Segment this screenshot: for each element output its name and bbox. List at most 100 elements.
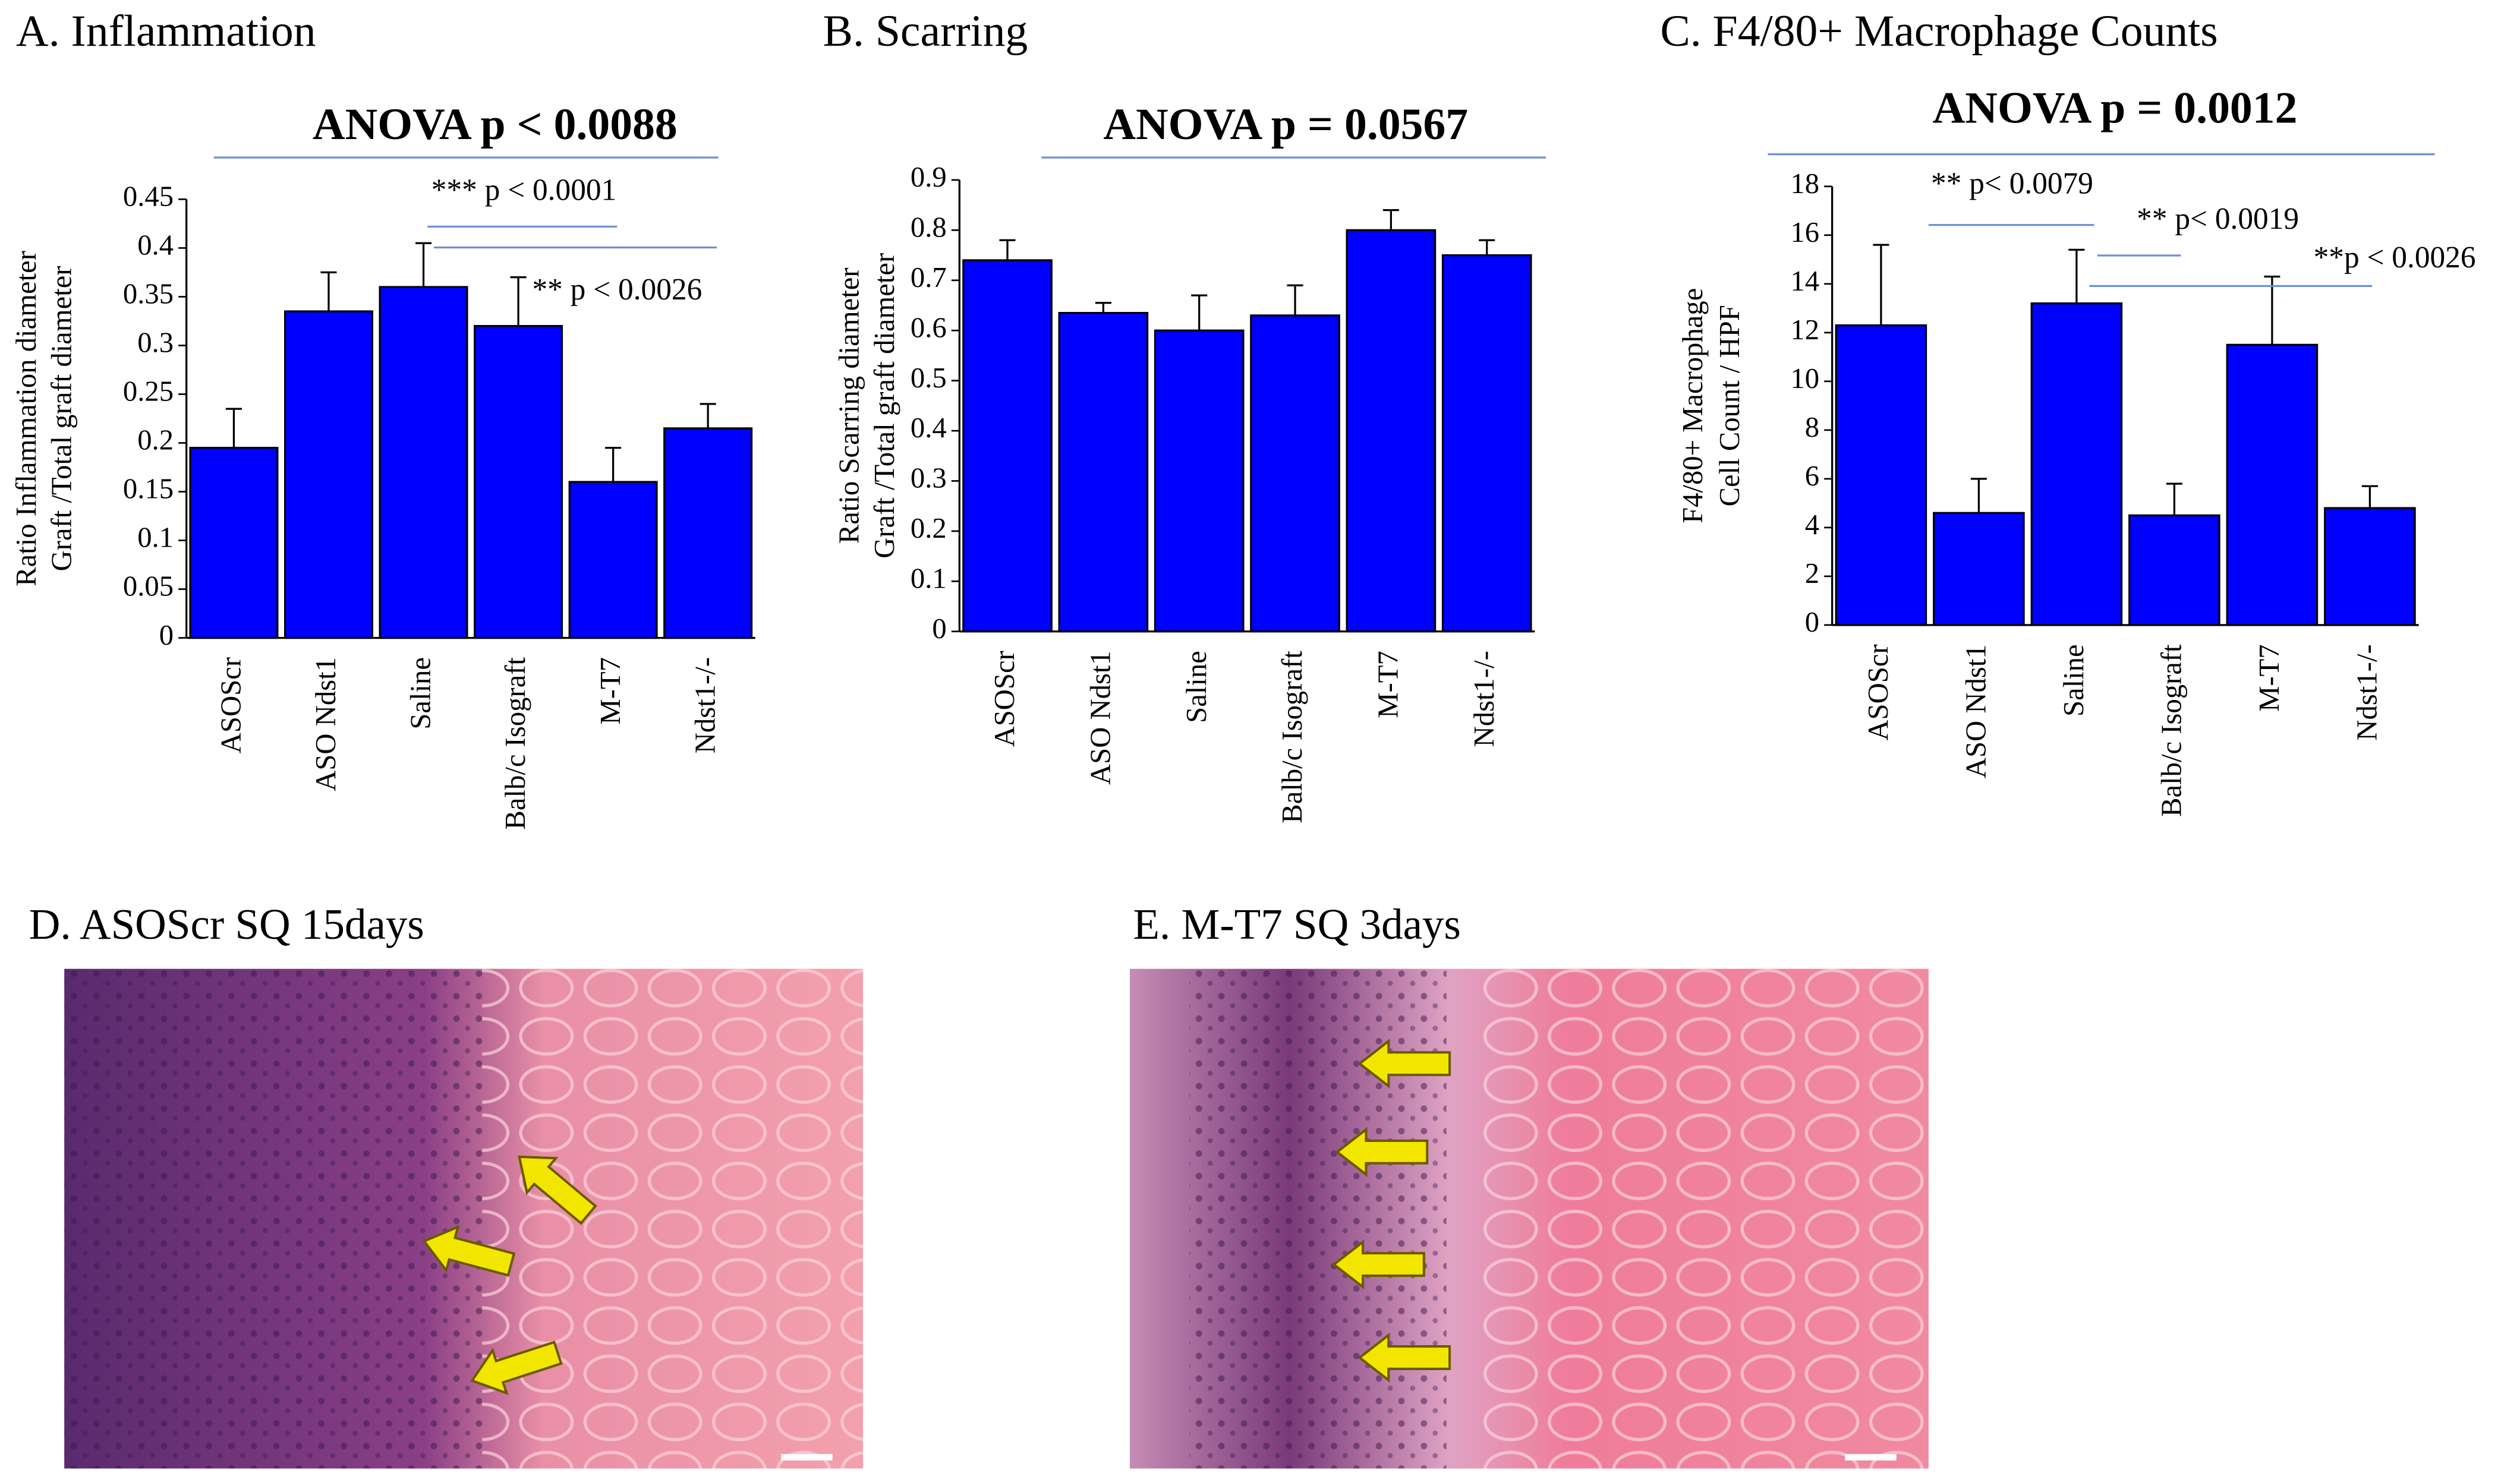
x-tick-label: Ndst1-/- <box>2351 644 2383 740</box>
chart: B. Scarring 0 0.1 0.2 0.3 0.4 0.5 0.6 0.7 0.8 0.9 R… <box>823 7 1546 823</box>
image-panel-e <box>1129 968 1929 1469</box>
y-tick-label: 4 <box>1805 509 1819 541</box>
bar <box>1441 254 1532 633</box>
x-tick-label: Balb/c Isograft <box>499 657 531 830</box>
x-tick-label: ASO Ndst1 <box>1960 644 1992 778</box>
annotation: ** p< 0.0019 <box>2137 202 2299 236</box>
error-bar <box>415 242 432 288</box>
y-axis-label: Graft /Total graft diameter <box>45 266 77 571</box>
y-tick-label: 0.5 <box>911 362 947 394</box>
y-tick-label: 0.1 <box>137 522 174 554</box>
y-tick-label: 0.05 <box>123 570 174 602</box>
bar <box>284 310 373 639</box>
x-tick-label: M-T7 <box>1372 651 1404 718</box>
bar <box>2226 343 2319 626</box>
x-tick-label: Balb/c Isograft <box>2156 644 2188 817</box>
error-bar <box>605 447 622 482</box>
annotation: ** p< 0.0079 <box>1931 167 2093 201</box>
x-tick-label: Ndst1-/- <box>1468 651 1500 747</box>
x-tick-label: M-T7 <box>594 657 626 725</box>
y-axis-label: Graft /Total graft diameter <box>868 253 900 559</box>
bar <box>2324 507 2416 626</box>
y-tick-label: 0.6 <box>911 311 947 343</box>
chart-title: C. F4/80+ Macrophage Counts <box>1660 7 2217 56</box>
y-tick-label: 10 <box>1790 362 1819 395</box>
bar <box>189 447 279 639</box>
y-tick-label: 0 <box>1805 606 1819 638</box>
error-bar <box>1479 239 1495 255</box>
y-tick-label: 0.2 <box>911 512 947 544</box>
y-axis-label: F4/80+ Macrophage <box>1677 288 1709 523</box>
y-axis-label: Cell Count / HPF <box>1713 305 1746 506</box>
chart: A. Inflammation 0 0.05 0.1 0.15 0.2 0.25 0.3 0.3… <box>10 7 755 830</box>
annotation: **p < 0.0026 <box>2314 241 2476 274</box>
x-tick-label: ASO Ndst1 <box>1085 651 1117 785</box>
y-tick-label: 0.9 <box>911 161 947 193</box>
image-title: E. M-T7 SQ 3days <box>1133 900 1461 948</box>
error-bar <box>2068 248 2085 304</box>
y-tick-label: 0 <box>932 613 946 645</box>
y-tick-label: 0.2 <box>137 424 174 456</box>
y-tick-label: 0.1 <box>911 563 947 595</box>
error-bar <box>1382 209 1399 231</box>
x-tick-label: ASOScr <box>988 651 1020 747</box>
y-tick-label: 0 <box>159 619 174 651</box>
bar <box>474 325 563 639</box>
x-tick-label: Saline <box>1180 651 1212 723</box>
bar <box>1835 324 1927 626</box>
bar <box>1250 314 1340 633</box>
error-bar <box>1191 294 1208 331</box>
error-bar <box>999 239 1016 261</box>
y-tick-label: 8 <box>1805 411 1819 443</box>
bar <box>663 427 753 639</box>
y-tick-label: 0.4 <box>137 229 174 261</box>
y-tick-label: 0.4 <box>911 412 947 444</box>
x-tick-label: ASO Ndst1 <box>310 657 342 791</box>
error-bar <box>1095 302 1111 313</box>
y-tick-label: 12 <box>1790 314 1819 346</box>
y-tick-label: 0.45 <box>123 181 174 213</box>
x-tick-label: Balb/c Isograft <box>1276 651 1308 823</box>
y-tick-label: 0.35 <box>123 278 174 310</box>
bar <box>2030 302 2123 626</box>
bar <box>1154 329 1245 633</box>
chart-title: A. Inflammation <box>16 7 316 56</box>
x-tick-label: ASOScr <box>215 657 247 753</box>
bar <box>1346 229 1437 633</box>
annotation: ANOVA p = 0.0567 <box>1103 100 1468 149</box>
chart-title: B. Scarring <box>823 7 1028 56</box>
bar <box>1933 512 2025 626</box>
bar <box>1058 312 1149 633</box>
y-tick-label: 0.8 <box>911 212 947 244</box>
bar <box>2128 514 2220 626</box>
x-tick-label: Saline <box>2058 644 2090 717</box>
error-bar <box>1970 478 1987 513</box>
bar <box>962 259 1053 633</box>
image-title: D. ASOScr SQ 15days <box>29 900 424 948</box>
y-tick-label: 0.7 <box>911 261 947 294</box>
x-tick-label: Saline <box>405 657 437 730</box>
annotation: ANOVA p < 0.0088 <box>313 100 678 149</box>
bar <box>568 481 658 639</box>
image-panel-d <box>64 968 864 1469</box>
error-bar <box>2264 275 2280 345</box>
y-tick-label: 0.25 <box>123 376 174 408</box>
annotation: ** p < 0.0026 <box>532 273 702 307</box>
error-bar <box>2361 485 2378 509</box>
annotation: ANOVA p = 0.0012 <box>1933 84 2298 133</box>
annotation: *** p < 0.0001 <box>431 173 616 207</box>
y-tick-label: 0.15 <box>123 473 174 505</box>
y-tick-label: 18 <box>1790 168 1819 200</box>
error-bar <box>1287 284 1303 315</box>
y-tick-label: 6 <box>1805 460 1819 492</box>
x-tick-label: Ndst1-/- <box>689 657 721 753</box>
error-bar <box>225 408 242 448</box>
error-bar <box>1873 244 1889 326</box>
y-tick-label: 2 <box>1805 557 1819 589</box>
error-bar <box>2166 482 2182 516</box>
bar <box>379 286 468 639</box>
y-axis-label: Ratio Inflammation diameter <box>10 251 42 586</box>
y-tick-label: 0.3 <box>137 327 174 359</box>
